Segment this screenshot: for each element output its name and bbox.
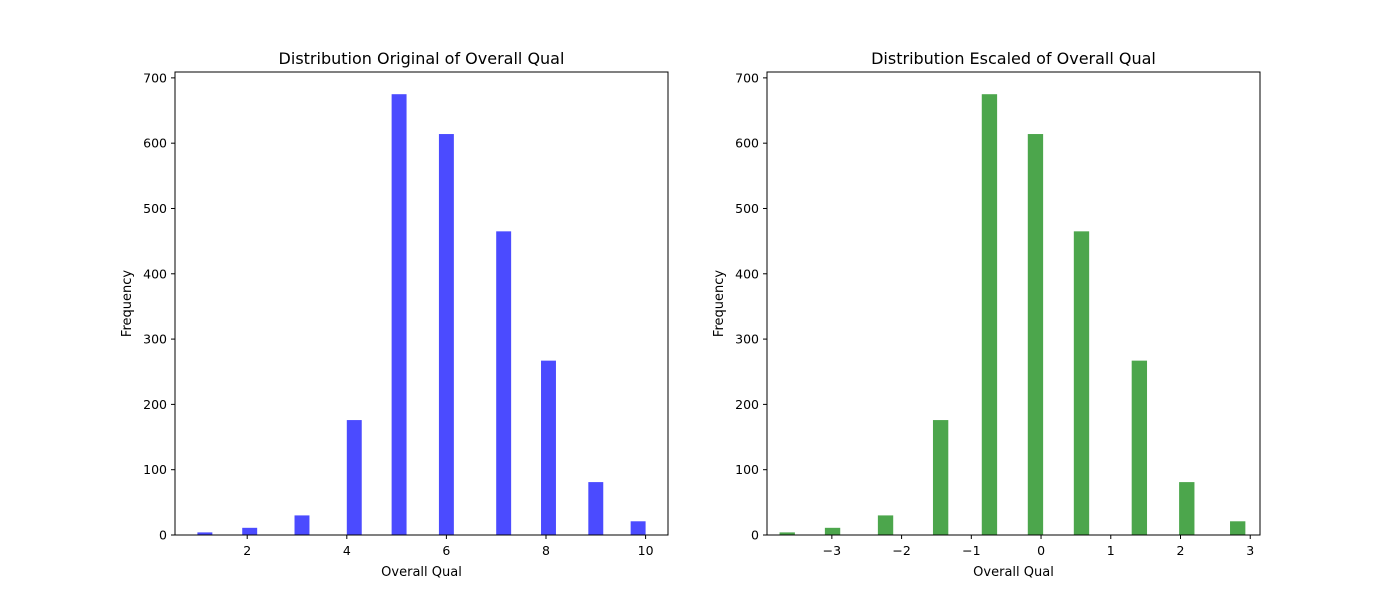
x-tick-label: −1 (962, 543, 980, 558)
histogram-bar (779, 532, 795, 535)
x-tick-label: −2 (892, 543, 910, 558)
chart-title: Distribution Original of Overall Qual (279, 49, 565, 68)
y-tick-label: 700 (735, 70, 759, 85)
histogram-bar (824, 527, 841, 535)
y-tick-label: 600 (735, 136, 759, 151)
histogram-bar (1179, 482, 1195, 535)
histogram-bar (242, 527, 258, 535)
x-axis-label: Overall Qual (381, 565, 462, 580)
histogram-bar (588, 482, 604, 535)
histogram-bar (630, 521, 646, 535)
y-tick-label: 0 (159, 528, 167, 543)
y-tick-label: 200 (735, 397, 759, 412)
y-tick-label: 700 (143, 70, 167, 85)
histogram-bar (981, 94, 998, 535)
y-tick-label: 0 (751, 528, 759, 543)
histogram-bar (1027, 134, 1044, 536)
x-tick-label: 2 (1177, 543, 1185, 558)
y-tick-label: 100 (143, 462, 167, 477)
x-tick-label: −3 (823, 543, 841, 558)
escaled-distribution-panel: −3 −2 −1 0 1 2 3 0 100 200 300 400 500 600 700 Distribu… (712, 49, 1261, 580)
x-tick-label: 4 (343, 543, 351, 558)
y-tick-label: 400 (735, 266, 759, 281)
axes-frame (174, 71, 669, 536)
y-tick-label: 200 (143, 397, 167, 412)
y-axis-label: Frequency (712, 270, 727, 337)
histogram-bar (391, 94, 407, 535)
y-tick-label: 300 (143, 332, 167, 347)
y-tick-label: 500 (143, 201, 167, 216)
x-tick-label: 3 (1246, 543, 1254, 558)
x-tick-label: 1 (1107, 543, 1115, 558)
y-tick-label: 400 (143, 266, 167, 281)
histogram-bar (438, 134, 454, 536)
x-tick-label: 10 (638, 543, 654, 558)
x-tick-label: 8 (542, 543, 550, 558)
original-distribution-panel: 2 4 6 8 100100200300400500600700Distribution… (120, 49, 669, 580)
histogram-bar (1131, 360, 1148, 535)
x-tick-label: 2 (243, 543, 251, 558)
histogram-bar (346, 420, 362, 535)
x-tick-label: 6 (442, 543, 450, 558)
histogram-bar (932, 420, 949, 535)
histogram-bar (1230, 521, 1246, 535)
y-axis-label: Frequency (120, 270, 135, 337)
histogram-bar (1073, 231, 1090, 535)
axes-frame (766, 71, 1261, 536)
y-tick-label: 300 (735, 332, 759, 347)
x-tick-label: 0 (1037, 543, 1045, 558)
y-tick-label: 100 (735, 462, 759, 477)
histogram-bar (294, 515, 310, 535)
chart-title: Distribution Escaled of Overall Qual (871, 49, 1156, 68)
histogram-bar (877, 515, 894, 535)
histogram-bar (197, 532, 213, 535)
x-axis-label: Overall Qual (973, 565, 1054, 580)
y-tick-label: 600 (143, 136, 167, 151)
histogram-bar (496, 231, 512, 535)
y-tick-label: 500 (735, 201, 759, 216)
histogram-bar (541, 360, 556, 535)
